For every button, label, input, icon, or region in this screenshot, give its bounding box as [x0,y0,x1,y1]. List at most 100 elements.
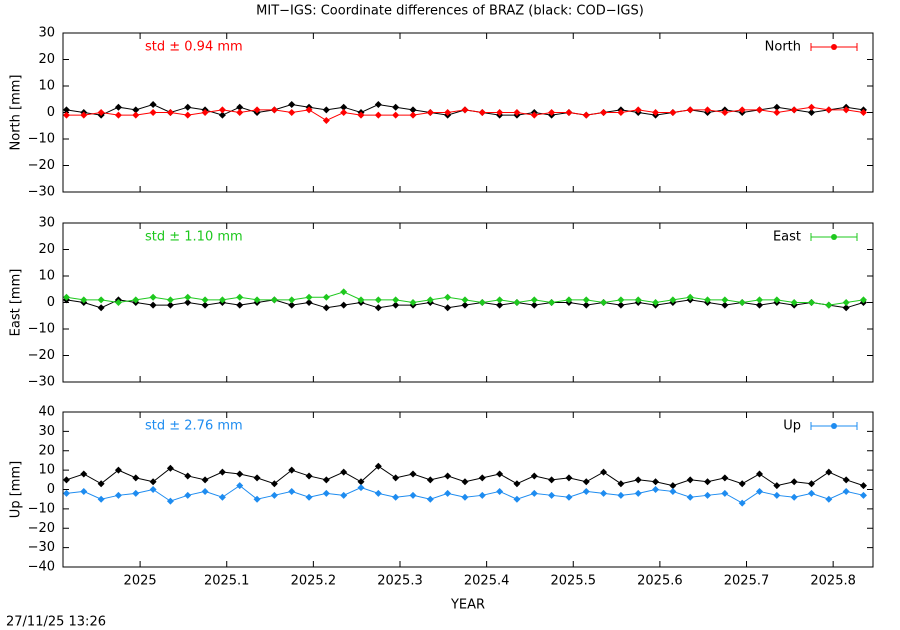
data-point [807,299,815,306]
data-point [478,491,486,499]
data-point [62,476,70,484]
data-point [738,106,746,114]
data-point [374,296,382,304]
data-point [392,301,400,309]
data-point [340,468,348,476]
data-point [132,111,140,119]
data-point [669,296,677,304]
data-point [201,301,209,309]
data-point [859,109,867,116]
data-point [149,478,157,486]
y-tick-label: 20 [38,242,55,257]
data-point [617,109,625,116]
legend-symbol [831,44,837,50]
data-point [617,491,625,499]
data-point [184,103,192,111]
data-point [253,106,261,114]
data-point [686,476,694,484]
data-point [409,111,417,119]
data-point [288,101,296,109]
data-point [652,486,660,493]
data-point [548,491,556,499]
data-point [80,487,88,495]
data-point [97,296,105,304]
data-point [461,493,469,501]
data-point [62,293,70,301]
data-point [790,299,798,306]
data-point [721,301,729,309]
y-tick-label: 20 [38,443,55,458]
data-point [686,293,694,301]
data-point [409,106,417,114]
data-point [236,301,244,309]
data-point [496,301,504,309]
data-point [530,472,538,480]
plot-frame [62,32,874,193]
data-point [461,478,469,486]
data-point [582,111,590,119]
data-point [184,472,192,480]
data-point [773,491,781,499]
data-point [184,491,192,499]
data-point [270,480,278,488]
data-point [842,487,850,495]
data-point [409,470,417,478]
data-point [253,495,261,503]
data-point [62,489,70,497]
data-point [686,106,694,114]
data-point [114,466,122,474]
y-tick-label: −10 [28,132,55,147]
data-point [842,304,850,312]
data-point [478,109,486,116]
y-tick-label: 30 [38,424,55,439]
data-point [392,111,400,119]
data-point [634,489,642,497]
data-point [218,296,226,304]
data-point [62,111,70,119]
data-point [392,103,400,111]
data-point [322,304,330,312]
data-point [374,101,382,109]
y-tick-label: −30 [28,540,55,555]
data-point [825,301,833,309]
data-point [426,495,434,503]
y-tick-label: −20 [28,158,55,173]
data-point [357,484,365,492]
data-point [374,304,382,312]
data-point [166,296,174,304]
data-point [634,106,642,114]
data-point [236,470,244,478]
data-point [600,109,608,116]
data-point [357,296,365,304]
data-point [600,299,608,306]
data-point [288,296,296,304]
data-point [461,106,469,114]
data-point [652,478,660,486]
std-annotation: std ± 1.10 mm [145,230,243,245]
data-point [97,480,105,488]
y-tick-label: −30 [28,375,55,390]
y-tick-label: −30 [28,185,55,200]
data-point [617,480,625,488]
data-point [721,474,729,482]
data-point [132,489,140,497]
y-tick-label: 10 [38,79,55,94]
data-point [409,299,417,306]
data-point [738,499,746,507]
data-point [756,470,764,478]
data-point [496,487,504,495]
data-point [704,106,712,114]
data-point [392,296,400,304]
data-point [322,293,330,301]
data-point [669,109,677,116]
data-point [582,478,590,486]
data-point [166,109,174,116]
y-tick-label: 0 [47,482,55,497]
data-point [582,487,590,495]
data-point [132,106,140,114]
data-point [184,293,192,301]
data-point [149,301,157,309]
data-point [721,296,729,304]
